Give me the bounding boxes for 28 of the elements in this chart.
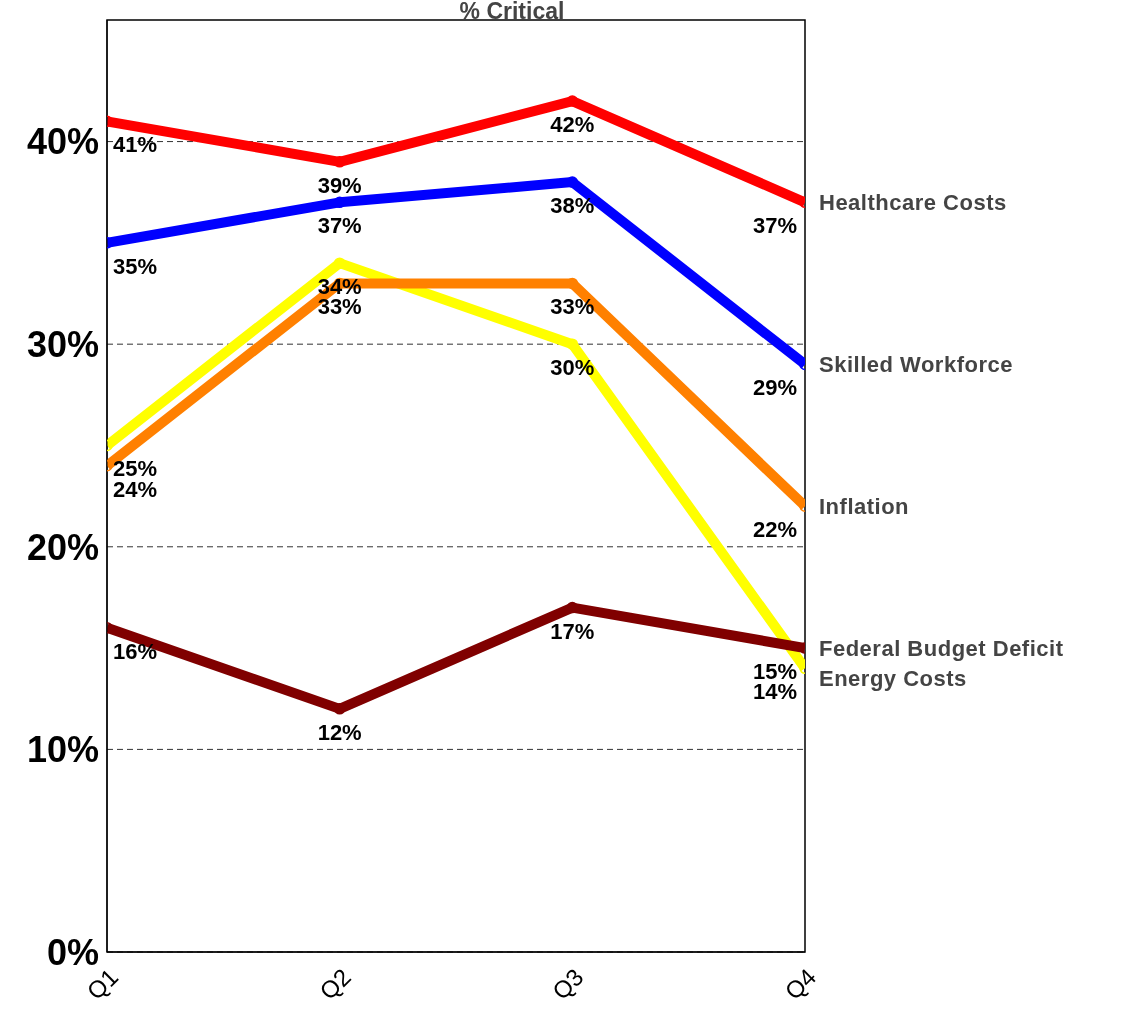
series-label: Federal Budget Deficit xyxy=(819,636,1064,662)
data-label: 39% xyxy=(317,172,362,198)
data-label: 41% xyxy=(113,132,158,158)
series-label: Inflation xyxy=(819,494,910,520)
data-label: 37% xyxy=(752,213,797,239)
chart-title: % Critical xyxy=(458,0,566,25)
x-tick-label: Q2 xyxy=(314,963,356,1005)
data-label: 37% xyxy=(317,213,362,239)
data-label: 38% xyxy=(550,193,595,219)
y-tick-label: 20% xyxy=(26,526,99,568)
data-label: 35% xyxy=(113,253,158,279)
y-tick-label: 10% xyxy=(26,729,99,771)
data-label: 29% xyxy=(752,375,797,401)
y-tick-label: 30% xyxy=(26,323,99,365)
data-label: 22% xyxy=(752,517,797,543)
data-label: 33% xyxy=(550,294,595,320)
series-label: Healthcare Costs xyxy=(819,190,1007,216)
data-label: 12% xyxy=(317,719,362,745)
series-label: Energy Costs xyxy=(819,666,967,692)
y-tick-label: 0% xyxy=(46,931,99,973)
data-label: 17% xyxy=(550,618,595,644)
series-label: Skilled Workforce xyxy=(819,352,1013,378)
data-label: 42% xyxy=(550,112,595,138)
data-label: 33% xyxy=(317,294,362,320)
x-tick-label: Q3 xyxy=(546,963,589,1005)
y-tick-label: 40% xyxy=(26,121,99,163)
data-label: 16% xyxy=(113,638,158,664)
x-tick-label: Q4 xyxy=(779,963,822,1005)
